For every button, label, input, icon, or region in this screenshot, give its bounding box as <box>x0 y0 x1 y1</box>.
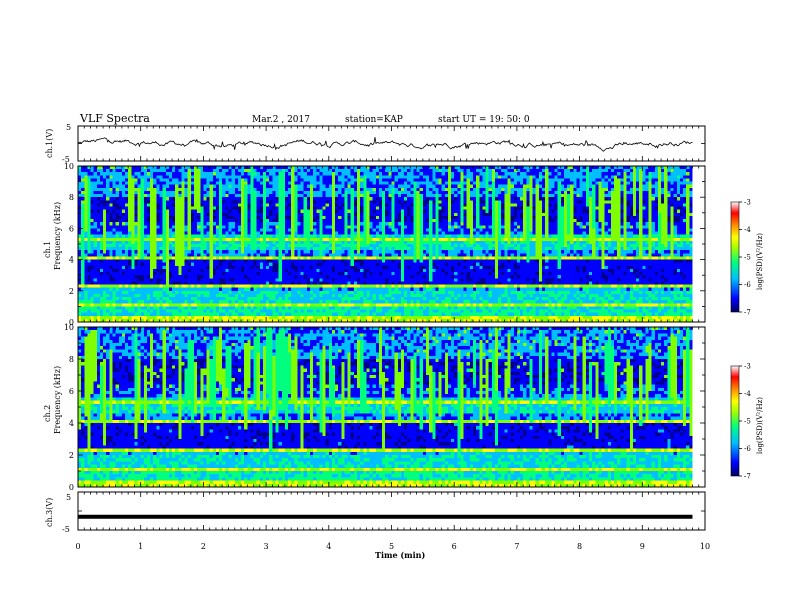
ch2-spec-ylabel-channel: ch.2 <box>43 405 52 422</box>
x-axis-label: Time (min) <box>375 550 425 560</box>
ch2-colorbar-label: log(PSD)(V²/Hz) <box>756 397 764 454</box>
ch1-colorbar-label: log(PSD)(V²/Hz) <box>756 233 764 290</box>
y-tick-label: 0 <box>69 483 74 492</box>
x-tick-label: 0 <box>75 542 80 551</box>
colorbar-tick-label: -3 <box>744 199 751 207</box>
x-tick-label: 2 <box>201 542 206 551</box>
x-tick-label: 10 <box>700 542 710 551</box>
ch2-colorbar: -3 -4 -5 -6 -7 log(PSD)(V²/Hz) <box>730 363 764 481</box>
spectrogram-cells <box>78 327 693 487</box>
y-tick-label: 2 <box>69 451 74 460</box>
ch2-spectrogram-panel: 0 2 4 6 8 10 ch.2 Frequency (kHz) <box>43 323 706 492</box>
y-tick-label: 2 <box>69 287 74 296</box>
x-tick-label: 8 <box>577 542 582 551</box>
ch1-waveform-panel: 5 -5 ch.1(V) <box>45 123 706 164</box>
ch1-ytick-5: 5 <box>66 123 71 132</box>
x-tick-label: 7 <box>514 542 519 551</box>
ch3-ytick-neg5: -5 <box>62 525 70 534</box>
colorbar-tick-label: -7 <box>744 309 751 317</box>
colorbar-tick-label: -7 <box>744 473 751 481</box>
y-tick-label: 8 <box>69 355 74 364</box>
x-tick-label: 6 <box>452 542 457 551</box>
y-tick-label: 6 <box>69 224 74 233</box>
spectrogram-cells <box>78 166 693 322</box>
colorbar-tick-label: -3 <box>744 363 751 371</box>
y-tick-label: 10 <box>64 162 74 171</box>
ch1-colorbar: -3 -4 -5 -6 -7 log(PSD)(V²/Hz) <box>730 199 764 317</box>
y-tick-label: 4 <box>69 419 74 428</box>
ch3-ytick-5: 5 <box>66 493 71 502</box>
colorbar-tick-label: -4 <box>744 226 751 234</box>
ch1-spectrogram <box>78 166 693 322</box>
x-tick-label: 1 <box>138 542 143 551</box>
ch2-spec-ylabel-freq: Frequency (kHz) <box>53 366 62 434</box>
colorbar-tick-label: -6 <box>744 281 751 289</box>
y-tick-label: 8 <box>69 193 74 202</box>
ch1-spectrogram-panel: 0 2 4 6 8 10 ch.1 Frequency (kHz) <box>43 162 706 327</box>
y-tick-label: 4 <box>69 256 74 265</box>
figure-title: VLF Spectra <box>79 112 150 125</box>
station-label: station=KAP <box>345 115 403 125</box>
colorbar-tick-label: -5 <box>744 254 751 262</box>
y-tick-label: 0 <box>69 318 74 327</box>
ch3-ylabel: ch.3(V) <box>45 498 54 527</box>
x-tick-label: 9 <box>640 542 645 551</box>
colorbar-tick-label: -4 <box>744 390 751 398</box>
y-tick-label: 10 <box>64 323 74 332</box>
ch3-waveform-panel: 5 -5 ch.3(V) <box>45 491 706 534</box>
ch1-spec-ylabel-channel: ch.1 <box>43 241 52 258</box>
colorbar-tick-label: -6 <box>744 445 751 453</box>
ch1-spec-ylabel-freq: Frequency (kHz) <box>53 202 62 270</box>
colorbar-tick-label: -5 <box>744 418 751 426</box>
x-tick-label: 4 <box>326 542 331 551</box>
x-tick-label: 3 <box>264 542 269 551</box>
x-tick-label: 5 <box>389 542 394 551</box>
ch1-trace <box>77 137 693 152</box>
y-tick-label: 6 <box>69 387 74 396</box>
x-axis: 0 1 2 3 4 5 6 7 8 9 10 <box>75 125 710 551</box>
ch1-ytick-neg5: -5 <box>62 155 70 164</box>
ch2-spectrogram <box>78 327 693 487</box>
start-ut-label: start UT = 19: 50: 0 <box>438 115 530 125</box>
date-label: Mar.2 , 2017 <box>252 115 310 125</box>
ch1-ylabel: ch.1(V) <box>45 129 54 158</box>
